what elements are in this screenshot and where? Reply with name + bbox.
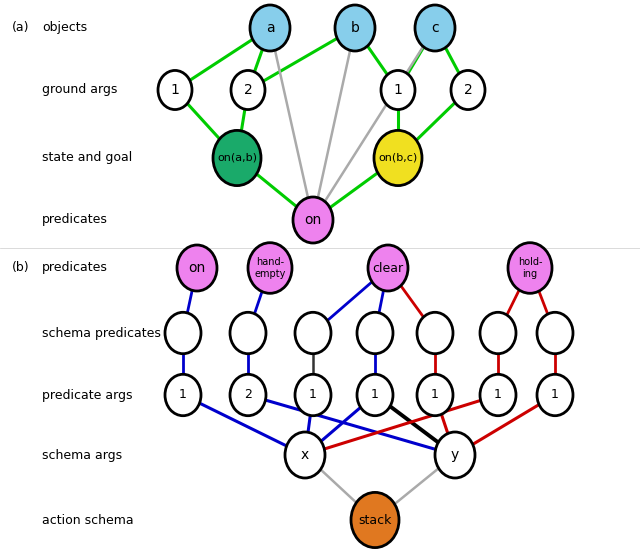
Ellipse shape: [435, 432, 475, 478]
Text: hand-
empty: hand- empty: [254, 257, 285, 279]
Text: predicates: predicates: [42, 262, 108, 274]
Ellipse shape: [231, 71, 265, 110]
Ellipse shape: [381, 71, 415, 110]
Text: stack: stack: [358, 514, 392, 526]
Ellipse shape: [537, 312, 573, 354]
Text: (b): (b): [12, 262, 29, 274]
Text: 1: 1: [171, 83, 179, 97]
Text: objects: objects: [42, 21, 87, 35]
Ellipse shape: [351, 492, 399, 548]
Ellipse shape: [250, 5, 290, 51]
Text: 1: 1: [431, 389, 439, 402]
Ellipse shape: [480, 312, 516, 354]
Ellipse shape: [415, 5, 455, 51]
Ellipse shape: [295, 312, 331, 354]
Ellipse shape: [293, 197, 333, 243]
Ellipse shape: [165, 374, 201, 416]
Ellipse shape: [374, 130, 422, 185]
Ellipse shape: [417, 312, 453, 354]
Text: on(a,b): on(a,b): [217, 153, 257, 163]
Text: on: on: [305, 213, 322, 227]
Text: c: c: [431, 21, 439, 35]
Ellipse shape: [213, 130, 261, 185]
Text: 1: 1: [371, 389, 379, 402]
Ellipse shape: [508, 242, 552, 293]
Text: x: x: [301, 448, 309, 462]
Text: 1: 1: [179, 389, 187, 402]
Text: 2: 2: [463, 83, 472, 97]
Text: state and goal: state and goal: [42, 152, 132, 165]
Ellipse shape: [230, 374, 266, 416]
Text: b: b: [351, 21, 360, 35]
Ellipse shape: [368, 245, 408, 291]
Ellipse shape: [165, 312, 201, 354]
Text: on(b,c): on(b,c): [378, 153, 418, 163]
Text: a: a: [266, 21, 275, 35]
Text: 1: 1: [394, 83, 403, 97]
Text: ground args: ground args: [42, 83, 117, 96]
Ellipse shape: [248, 242, 292, 293]
Text: clear: clear: [372, 262, 404, 274]
Text: 1: 1: [494, 389, 502, 402]
Text: 2: 2: [244, 83, 252, 97]
Ellipse shape: [451, 71, 485, 110]
Ellipse shape: [335, 5, 375, 51]
Text: predicates: predicates: [42, 213, 108, 226]
Text: 2: 2: [244, 389, 252, 402]
Ellipse shape: [357, 312, 393, 354]
Ellipse shape: [357, 374, 393, 416]
Text: on: on: [188, 261, 205, 275]
Text: hold-
ing: hold- ing: [518, 257, 542, 279]
Text: 1: 1: [551, 389, 559, 402]
Ellipse shape: [537, 374, 573, 416]
Ellipse shape: [158, 71, 192, 110]
Ellipse shape: [295, 374, 331, 416]
Text: predicate args: predicate args: [42, 389, 132, 402]
Ellipse shape: [417, 374, 453, 416]
Ellipse shape: [230, 312, 266, 354]
Text: schema predicates: schema predicates: [42, 326, 161, 339]
Ellipse shape: [177, 245, 217, 291]
Text: 1: 1: [309, 389, 317, 402]
Text: (a): (a): [12, 21, 29, 35]
Text: action schema: action schema: [42, 514, 134, 526]
Ellipse shape: [285, 432, 325, 478]
Text: y: y: [451, 448, 459, 462]
Text: schema args: schema args: [42, 449, 122, 461]
Ellipse shape: [480, 374, 516, 416]
